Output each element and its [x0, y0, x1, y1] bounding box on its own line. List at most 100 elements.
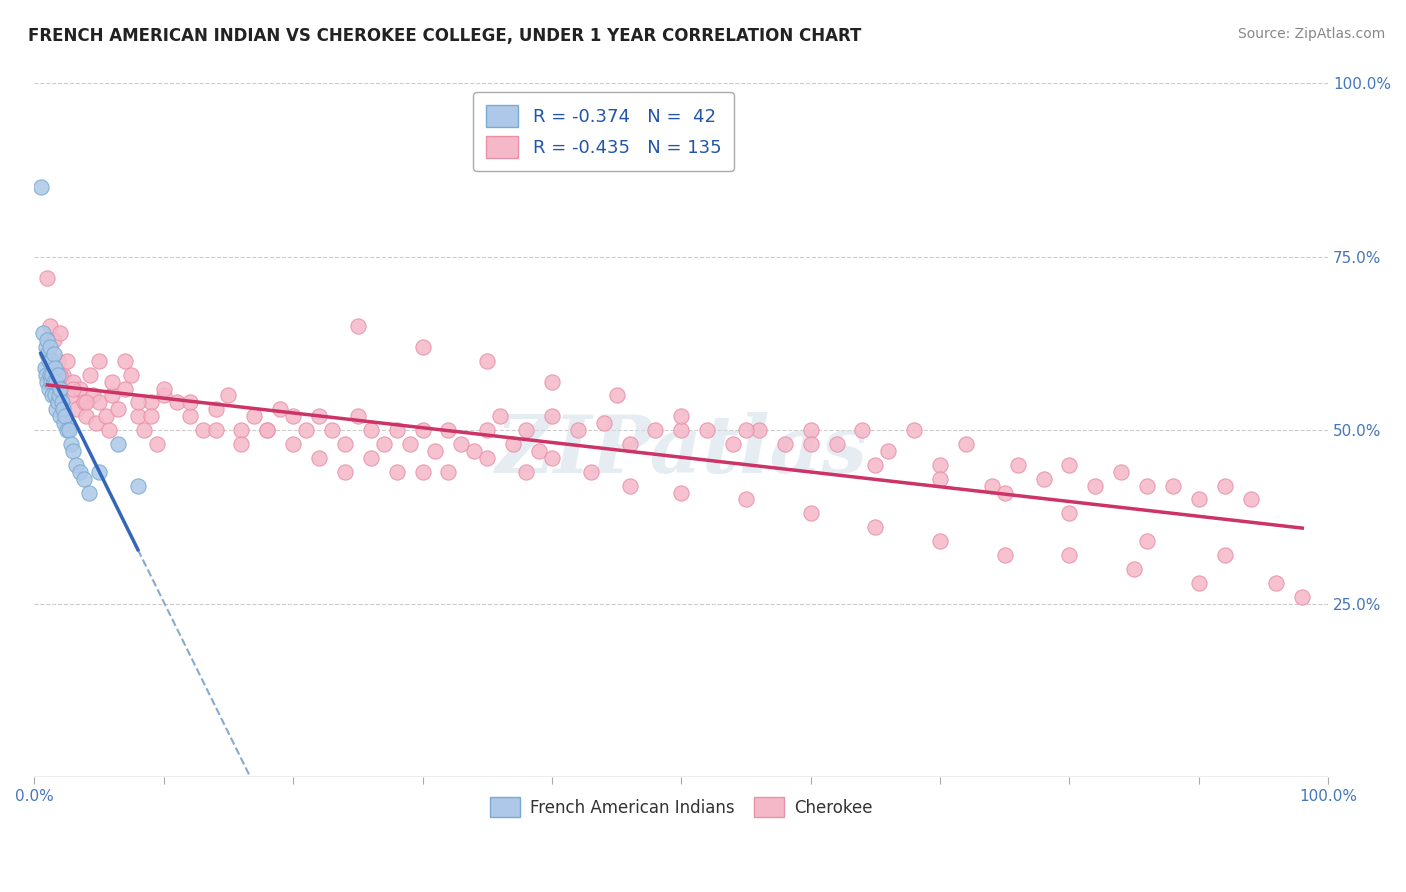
Point	[437, 465, 460, 479]
Point	[101, 375, 124, 389]
Point	[146, 437, 169, 451]
Point	[463, 444, 485, 458]
Point	[38, 340, 60, 354]
Point	[412, 423, 434, 437]
Point	[800, 423, 823, 437]
Point	[49, 326, 72, 340]
Point	[86, 416, 108, 430]
Point	[46, 353, 69, 368]
Point	[346, 409, 368, 424]
Point	[204, 423, 226, 437]
Point	[865, 520, 887, 534]
Point	[41, 388, 63, 402]
Text: FRENCH AMERICAN INDIAN VS CHEROKEE COLLEGE, UNDER 1 YEAR CORRELATION CHART: FRENCH AMERICAN INDIAN VS CHEROKEE COLLE…	[28, 27, 862, 45]
Point	[231, 423, 253, 437]
Point	[52, 368, 75, 382]
Point	[42, 333, 65, 347]
Point	[980, 478, 1002, 492]
Point	[606, 388, 628, 402]
Point	[38, 319, 60, 334]
Point	[79, 368, 101, 382]
Point	[48, 388, 70, 402]
Point	[541, 375, 564, 389]
Point	[107, 437, 129, 451]
Point	[851, 423, 873, 437]
Point	[45, 375, 67, 389]
Point	[38, 382, 60, 396]
Point	[800, 507, 823, 521]
Point	[101, 388, 124, 402]
Point	[865, 458, 887, 472]
Point	[62, 375, 84, 389]
Point	[592, 416, 614, 430]
Point	[55, 423, 77, 437]
Point	[1084, 478, 1107, 492]
Point	[748, 423, 770, 437]
Point	[1265, 575, 1288, 590]
Point	[994, 485, 1017, 500]
Point	[644, 423, 666, 437]
Point	[1291, 590, 1313, 604]
Point	[75, 395, 97, 409]
Point	[477, 353, 499, 368]
Point	[38, 368, 60, 382]
Point	[877, 444, 900, 458]
Point	[269, 402, 291, 417]
Point	[541, 409, 564, 424]
Point	[114, 353, 136, 368]
Point	[39, 375, 62, 389]
Point	[929, 534, 952, 549]
Point	[62, 382, 84, 396]
Point	[134, 423, 156, 437]
Point	[191, 423, 214, 437]
Point	[1059, 548, 1081, 562]
Point	[721, 437, 744, 451]
Point	[308, 409, 330, 424]
Point	[37, 375, 59, 389]
Point	[489, 409, 512, 424]
Point	[541, 450, 564, 465]
Point	[1188, 492, 1211, 507]
Point	[55, 409, 77, 424]
Point	[139, 409, 162, 424]
Point	[773, 437, 796, 451]
Point	[994, 548, 1017, 562]
Point	[46, 395, 69, 409]
Point	[127, 409, 149, 424]
Point	[49, 382, 72, 396]
Point	[502, 437, 524, 451]
Point	[825, 437, 848, 451]
Point	[281, 409, 304, 424]
Point	[49, 409, 72, 424]
Point	[66, 402, 89, 417]
Point	[619, 437, 641, 451]
Point	[450, 437, 472, 451]
Point	[87, 395, 110, 409]
Point	[77, 485, 100, 500]
Point	[671, 485, 693, 500]
Point	[1109, 465, 1132, 479]
Point	[139, 395, 162, 409]
Point	[256, 423, 278, 437]
Point	[72, 472, 94, 486]
Point	[1007, 458, 1029, 472]
Legend: French American Indians, Cherokee: French American Indians, Cherokee	[484, 790, 880, 824]
Point	[53, 416, 76, 430]
Point	[59, 437, 82, 451]
Point	[1123, 562, 1146, 576]
Point	[373, 437, 395, 451]
Point	[360, 423, 382, 437]
Point	[231, 437, 253, 451]
Point	[152, 382, 174, 396]
Point	[58, 423, 80, 437]
Point	[735, 423, 758, 437]
Text: ZIPatlas: ZIPatlas	[495, 412, 868, 490]
Point	[38, 353, 60, 368]
Point	[281, 437, 304, 451]
Point	[39, 353, 62, 368]
Point	[929, 472, 952, 486]
Point	[69, 382, 91, 396]
Point	[437, 423, 460, 437]
Point	[82, 388, 104, 402]
Point	[333, 465, 356, 479]
